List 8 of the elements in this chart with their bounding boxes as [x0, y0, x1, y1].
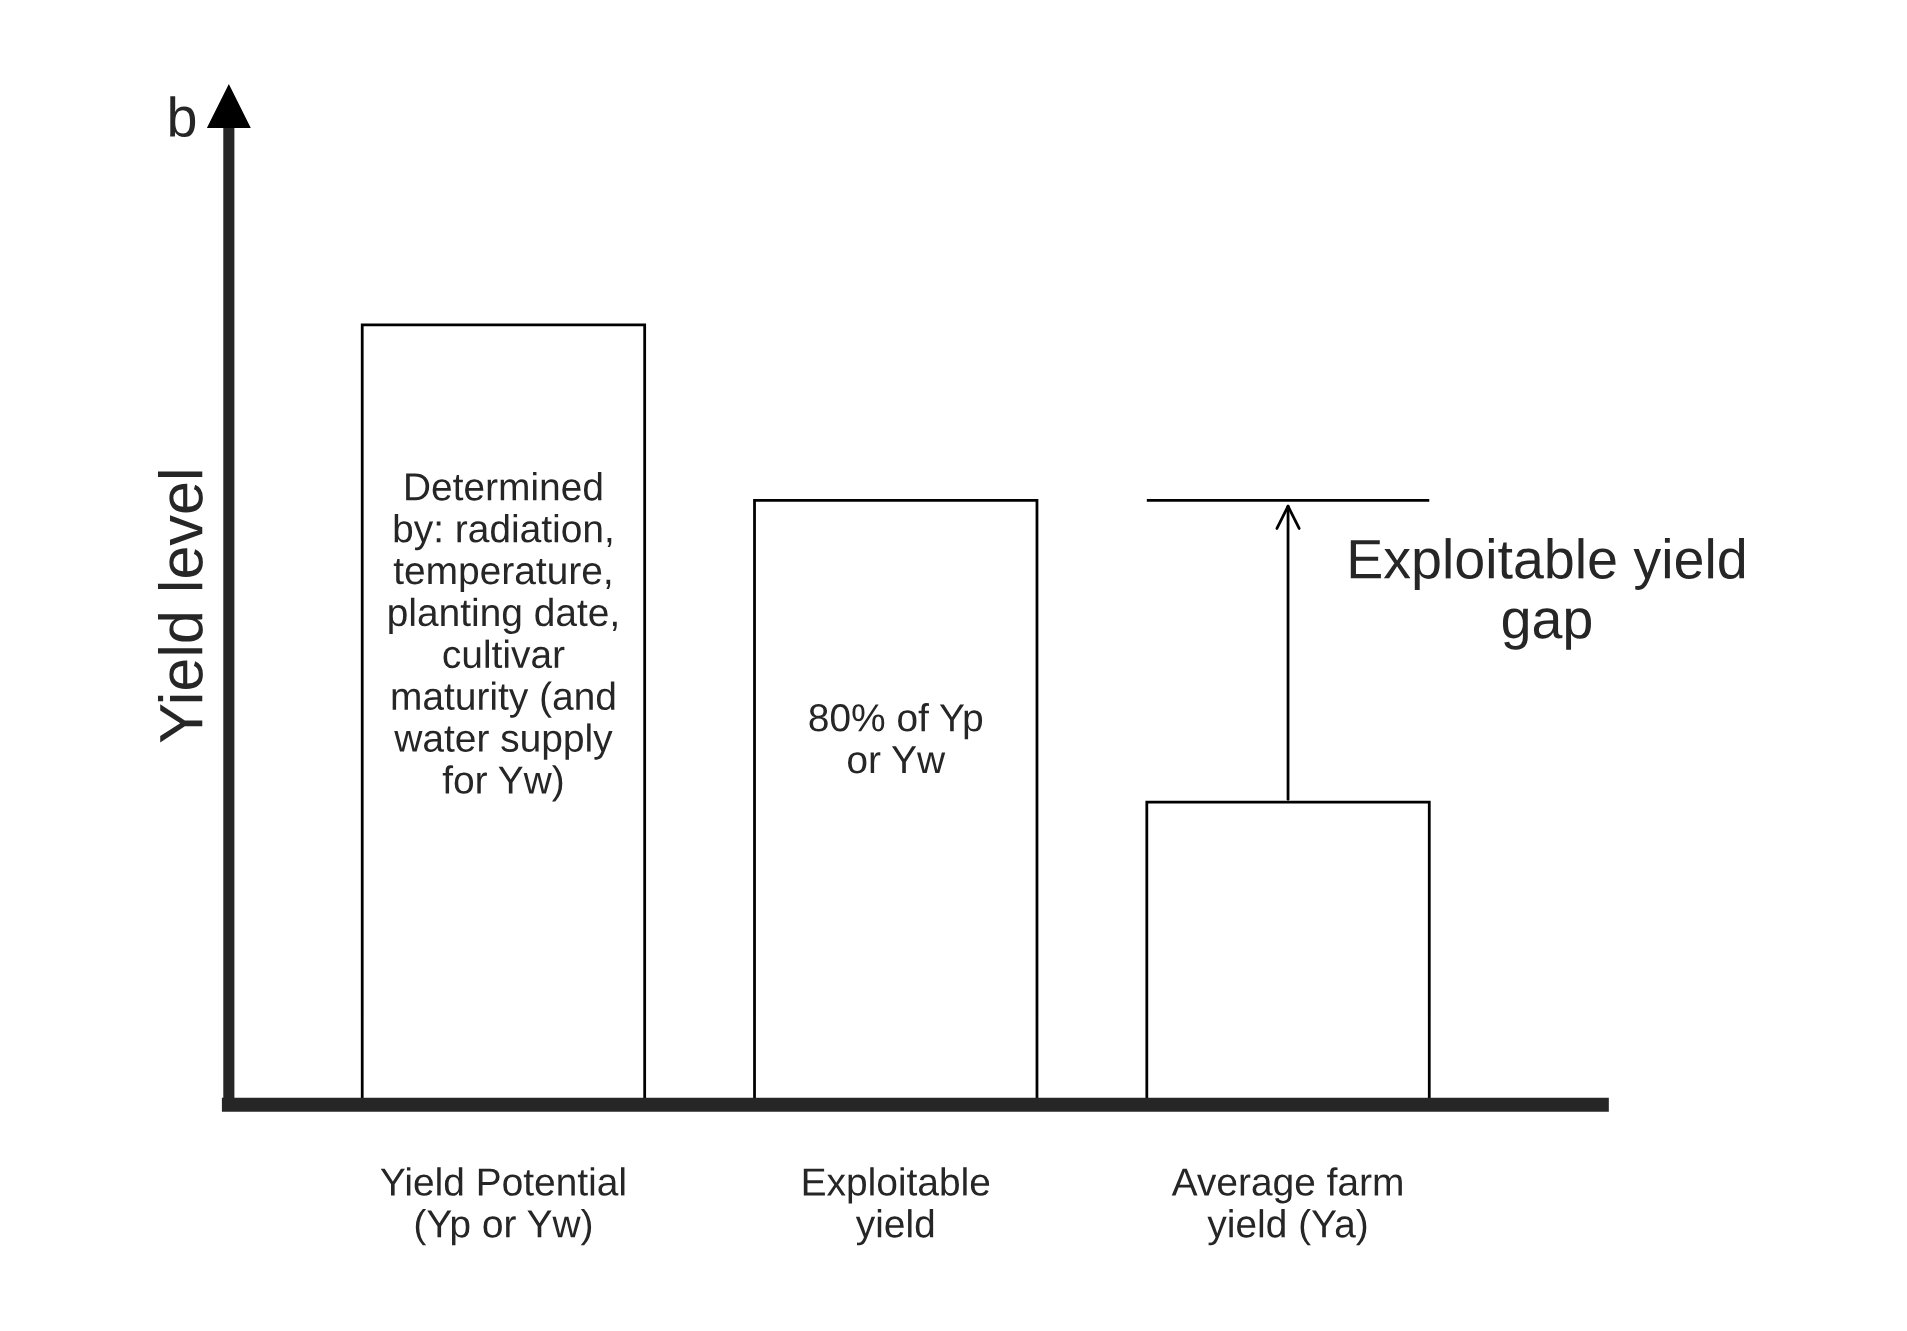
x-tick-label: Exploitable yield: [803, 1167, 990, 1246]
annotation: Exploitable yield gap: [1350, 538, 1745, 650]
annotation: 80% of Yp or Yw: [809, 703, 983, 774]
x-tick-label: Average farm yield (Ya): [1171, 1167, 1402, 1246]
x-tick-label: Yield Potential (Yp or Yw): [380, 1167, 625, 1246]
y-axis-title: Yield level: [157, 471, 203, 743]
text: b: [170, 96, 196, 137]
annotation: Determined by: radiation, temperature, planting date, cultivar maturity (and water supply for Yw): [389, 472, 617, 802]
